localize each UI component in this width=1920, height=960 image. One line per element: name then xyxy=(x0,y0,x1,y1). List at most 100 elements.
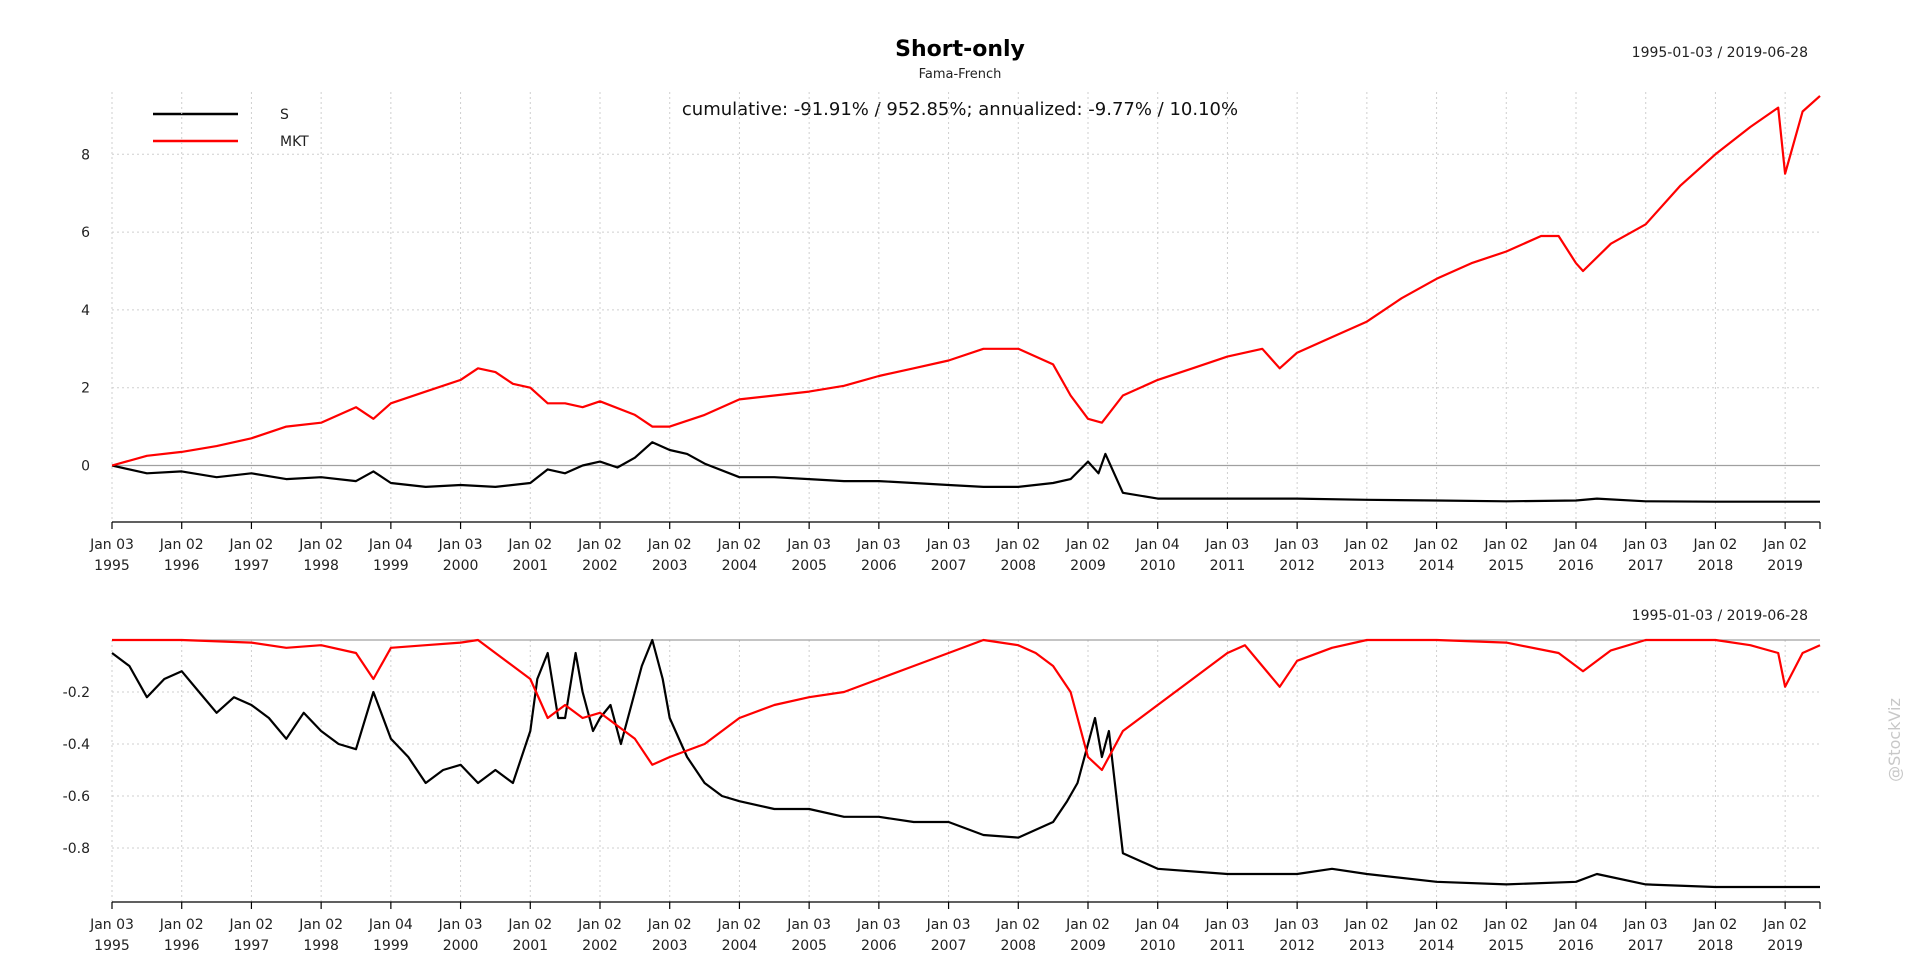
bottom-xtick-year-label: 2006 xyxy=(861,938,897,954)
top-series-line-s xyxy=(111,441,1820,503)
top-xtick-year-label: 2003 xyxy=(652,558,688,574)
top-xtick-year-label: 2010 xyxy=(1140,558,1176,574)
bottom-xtick-day-label: Jan 04 xyxy=(1553,917,1598,933)
top-xtick-day-label: Jan 02 xyxy=(159,537,204,553)
bottom-xtick-day-label: Jan 03 xyxy=(1204,917,1249,933)
bottom-xtick-year-label: 2005 xyxy=(791,938,827,954)
top-xtick-year-label: 2014 xyxy=(1419,558,1455,574)
top-xtick-year-label: 1998 xyxy=(303,558,339,574)
bottom-xtick-year-label: 2008 xyxy=(1000,938,1036,954)
top-xtick-day-label: Jan 04 xyxy=(368,537,413,553)
bottom-xtick-year-label: 2012 xyxy=(1279,938,1315,954)
bottom-xtick-day-label: Jan 02 xyxy=(1344,917,1389,933)
top-ytick-label: 0 xyxy=(81,459,90,475)
legend: S MKT xyxy=(153,107,309,150)
top-xtick-day-label: Jan 02 xyxy=(1065,537,1110,553)
top-xtick-day-label: Jan 03 xyxy=(856,537,901,553)
bottom-xtick-day-label: Jan 02 xyxy=(1762,917,1807,933)
top-xtick-year-label: 2018 xyxy=(1698,558,1734,574)
bottom-xtick-year-label: 1997 xyxy=(234,938,270,954)
bottom-xtick-year-label: 2000 xyxy=(443,938,479,954)
bottom-xtick-day-label: Jan 04 xyxy=(1135,917,1180,933)
bottom-ytick-label: -0.2 xyxy=(63,685,90,701)
top-xtick-day-label: Jan 03 xyxy=(786,537,831,553)
top-series-line-mkt xyxy=(111,95,1821,467)
bottom-series-line-mkt xyxy=(112,638,1821,772)
bottom-xtick-day-label: Jan 03 xyxy=(926,917,971,933)
top-xtick-day-label: Jan 02 xyxy=(647,537,692,553)
top-xtick-year-label: 2008 xyxy=(1000,558,1036,574)
bottom-xtick-year-label: 2002 xyxy=(582,938,618,954)
date-range-bottom: 1995-01-03 / 2019-06-28 xyxy=(1632,608,1808,624)
bottom-xtick-year-label: 2014 xyxy=(1419,938,1455,954)
top-xtick-day-label: Jan 02 xyxy=(1414,537,1459,553)
top-xtick-day-label: Jan 03 xyxy=(1623,537,1668,553)
bottom-xtick-day-label: Jan 02 xyxy=(1483,917,1528,933)
bottom-xtick-year-label: 2013 xyxy=(1349,938,1385,954)
bottom-xtick-day-label: Jan 02 xyxy=(1065,917,1110,933)
bottom-xtick-year-label: 2019 xyxy=(1767,938,1803,954)
bottom-ytick-label: -0.8 xyxy=(63,841,90,857)
bottom-ytick-label: -0.6 xyxy=(63,789,90,805)
top-xtick-year-label: 1997 xyxy=(234,558,270,574)
top-xtick-year-label: 2002 xyxy=(582,558,618,574)
bottom-xtick-day-label: Jan 03 xyxy=(89,917,134,933)
top-xtick-year-label: 2013 xyxy=(1349,558,1385,574)
top-xtick-day-label: Jan 04 xyxy=(1553,537,1598,553)
bottom-xtick-year-label: 1999 xyxy=(373,938,409,954)
bottom-panel: -0.2 -0.4 -0.6 -0.8 Jan 03 1995 Jan 02 1996 Jan … xyxy=(63,638,1821,954)
top-xtick-year-label: 1996 xyxy=(164,558,200,574)
bottom-xtick-year-label: 2011 xyxy=(1210,938,1246,954)
top-panel: 0 2 4 6 8 Jan 03 1995 Jan 02 1996 Jan 02 1997 Jan 0… xyxy=(81,92,1821,574)
legend-label-mkt: MKT xyxy=(280,134,309,150)
bottom-xtick-day-label: Jan 04 xyxy=(368,917,413,933)
top-ytick-label: 4 xyxy=(81,303,90,319)
top-xtick-year-label: 2004 xyxy=(722,558,758,574)
top-xtick-day-label: Jan 02 xyxy=(1483,537,1528,553)
stats-annotation: cumulative: -91.91% / 952.85%; annualize… xyxy=(682,99,1238,120)
top-xtick-year-label: 2007 xyxy=(931,558,967,574)
legend-label-s: S xyxy=(280,107,289,123)
bottom-xtick-day-label: Jan 02 xyxy=(1692,917,1737,933)
bottom-xtick-year-label: 1995 xyxy=(94,938,130,954)
top-xtick-year-label: 2006 xyxy=(861,558,897,574)
bottom-xtick-year-label: 2007 xyxy=(931,938,967,954)
bottom-xtick-day-label: Jan 03 xyxy=(1623,917,1668,933)
bottom-xtick-year-label: 2009 xyxy=(1070,938,1106,954)
bottom-xtick-day-label: Jan 02 xyxy=(159,917,204,933)
bottom-xtick-year-label: 2017 xyxy=(1628,938,1664,954)
bottom-xtick-day-label: Jan 02 xyxy=(298,917,343,933)
bottom-xtick-year-label: 2003 xyxy=(652,938,688,954)
bottom-xtick-day-label: Jan 03 xyxy=(786,917,831,933)
top-xtick-year-label: 2000 xyxy=(443,558,479,574)
top-xtick-year-label: 1995 xyxy=(94,558,130,574)
bottom-xtick-day-label: Jan 02 xyxy=(507,917,552,933)
top-xtick-day-label: Jan 02 xyxy=(716,537,761,553)
bottom-xtick-day-label: Jan 02 xyxy=(647,917,692,933)
bottom-xtick-day-label: Jan 03 xyxy=(856,917,901,933)
bottom-xtick-day-label: Jan 02 xyxy=(995,917,1040,933)
top-xtick-year-label: 1999 xyxy=(373,558,409,574)
top-xtick-year-label: 2012 xyxy=(1279,558,1315,574)
top-xtick-day-label: Jan 04 xyxy=(1135,537,1180,553)
bottom-xtick-year-label: 2010 xyxy=(1140,938,1176,954)
bottom-xtick-day-label: Jan 02 xyxy=(716,917,761,933)
bottom-xtick-year-label: 2001 xyxy=(512,938,548,954)
top-xtick-day-label: Jan 03 xyxy=(926,537,971,553)
bottom-xtick-year-label: 2015 xyxy=(1488,938,1524,954)
top-xtick-day-label: Jan 02 xyxy=(995,537,1040,553)
top-xtick-day-label: Jan 02 xyxy=(228,537,273,553)
top-xtick-day-label: Jan 02 xyxy=(577,537,622,553)
top-xtick-day-label: Jan 02 xyxy=(1344,537,1389,553)
bottom-xtick-day-label: Jan 03 xyxy=(438,917,483,933)
chart-subtitle: Fama-French xyxy=(919,67,1002,82)
watermark: @StockViz xyxy=(1885,698,1904,782)
top-xtick-year-label: 2005 xyxy=(791,558,827,574)
bottom-xtick-year-label: 2018 xyxy=(1698,938,1734,954)
top-xtick-year-label: 2001 xyxy=(512,558,548,574)
top-xtick-day-label: Jan 02 xyxy=(507,537,552,553)
top-xtick-day-label: Jan 02 xyxy=(1692,537,1737,553)
bottom-xtick-year-label: 2016 xyxy=(1558,938,1594,954)
top-xtick-day-label: Jan 03 xyxy=(1274,537,1319,553)
